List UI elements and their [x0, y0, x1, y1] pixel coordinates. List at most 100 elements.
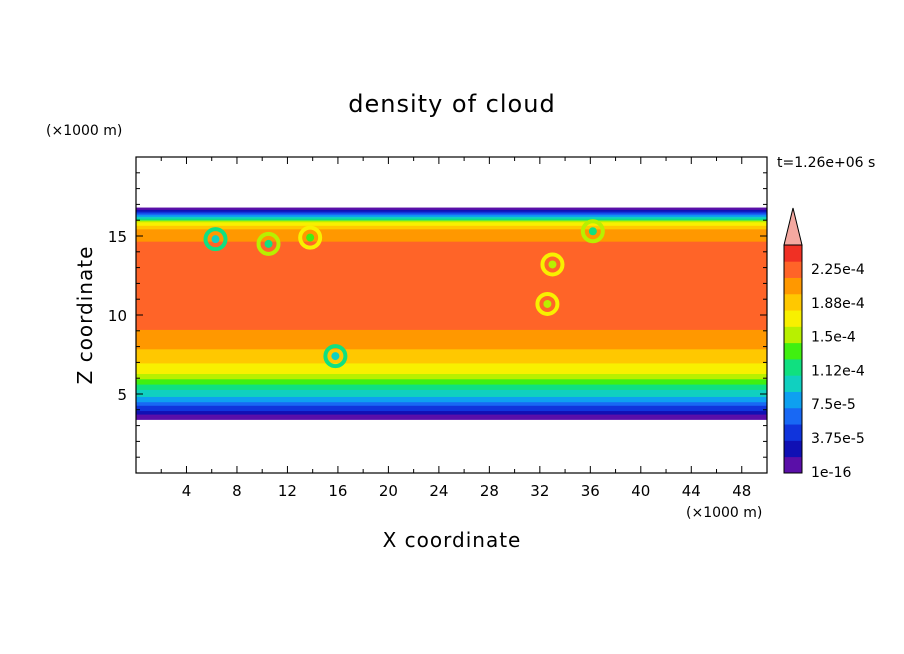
colorbar-label: 1.88e-4 [811, 296, 865, 312]
field-band [136, 331, 767, 334]
field-band [136, 389, 767, 392]
field-band [136, 399, 767, 403]
field-band [136, 329, 767, 332]
colorbar-label: 1.5e-4 [811, 330, 856, 346]
x-tick-label: 44 [682, 482, 701, 500]
field-band [136, 239, 767, 242]
field-eddy [298, 225, 323, 250]
field-band [136, 322, 767, 325]
field-band [136, 255, 767, 258]
field-band [136, 292, 767, 295]
x-tick-label: 20 [379, 482, 398, 500]
field-band [136, 396, 767, 399]
field-eddy [535, 291, 560, 316]
x-unit-label: (×1000 m) [686, 505, 762, 521]
field-band [136, 241, 767, 244]
field-eddy-core [543, 299, 552, 308]
field-band [136, 315, 767, 318]
field-eddy [203, 227, 228, 252]
field-band [136, 295, 767, 299]
field-band [136, 279, 767, 283]
colorbar-swatch [784, 326, 802, 344]
field-eddy [256, 231, 281, 256]
field-band [136, 368, 767, 371]
field-band [136, 348, 767, 352]
field-band [136, 403, 767, 406]
field-band [136, 401, 767, 405]
field-band [136, 325, 767, 329]
colorbar-swatch [784, 375, 802, 392]
field-band [136, 274, 767, 277]
field-band [136, 237, 767, 240]
field-band [136, 262, 767, 265]
field-band [136, 362, 767, 366]
field-band [136, 260, 767, 263]
field-band [136, 219, 767, 223]
colorbar-swatch [784, 245, 802, 262]
field-band [136, 209, 767, 212]
field-band [136, 332, 767, 336]
colorbar-swatch [784, 456, 802, 474]
field-band [136, 346, 767, 350]
field-band [136, 225, 767, 228]
field-band [136, 308, 767, 311]
field-band [136, 232, 767, 235]
field-band [136, 387, 767, 390]
field-band [136, 391, 767, 394]
field-band [136, 226, 767, 230]
colorbar-label: 2.25e-4 [811, 262, 865, 278]
field-band [136, 281, 767, 285]
field-band [136, 309, 767, 313]
field-band [136, 288, 767, 292]
field-band [136, 271, 767, 274]
x-tick-label: 24 [429, 482, 448, 500]
field-band [136, 357, 767, 360]
field-band [136, 276, 767, 279]
field-band [136, 248, 767, 251]
field-band [136, 216, 767, 219]
chart-title: density of cloud [348, 90, 555, 118]
field-band [136, 207, 767, 210]
field-eddy-core [548, 260, 557, 269]
field-band [136, 371, 767, 375]
field-band [136, 383, 767, 387]
field-band [136, 285, 767, 288]
x-tick-label: 36 [581, 482, 600, 500]
field-band [136, 256, 767, 260]
field-band [136, 412, 767, 415]
field-band [136, 297, 767, 300]
field-band [136, 244, 767, 247]
field-band [136, 339, 767, 343]
field-band [136, 290, 767, 293]
x-tick-label: 8 [232, 482, 242, 500]
field-band [136, 327, 767, 330]
field-band [136, 264, 767, 267]
colorbar-over-arrow [783, 207, 803, 246]
field-band [136, 359, 767, 362]
field-band [136, 301, 767, 304]
field-band [136, 228, 767, 232]
axis-ticks [136, 157, 767, 473]
field-band [136, 234, 767, 237]
field-band [136, 413, 767, 417]
x-tick-label: 12 [278, 482, 297, 500]
field-band [136, 278, 767, 281]
x-tick-label: 40 [631, 482, 650, 500]
field-band [136, 267, 767, 270]
field-band [136, 251, 767, 255]
field-band [136, 230, 767, 233]
colorbar-swatch [784, 359, 802, 376]
field-band [136, 286, 767, 290]
field-band [136, 318, 767, 322]
field-band [136, 341, 767, 345]
field-eddy [540, 252, 565, 277]
field-band [136, 415, 767, 419]
y-tick-label: 5 [117, 386, 127, 404]
colorbar-swatch [784, 342, 802, 360]
colorbar-labels: 2.25e-4 1.88e-4 1.5e-4 1.12e-4 7.5e-5 3.75e-5… [811, 262, 865, 481]
y-tick-labels: 5 10 15 [108, 228, 127, 404]
field-band [136, 316, 767, 320]
field-band [136, 345, 767, 348]
field-band [136, 304, 767, 307]
